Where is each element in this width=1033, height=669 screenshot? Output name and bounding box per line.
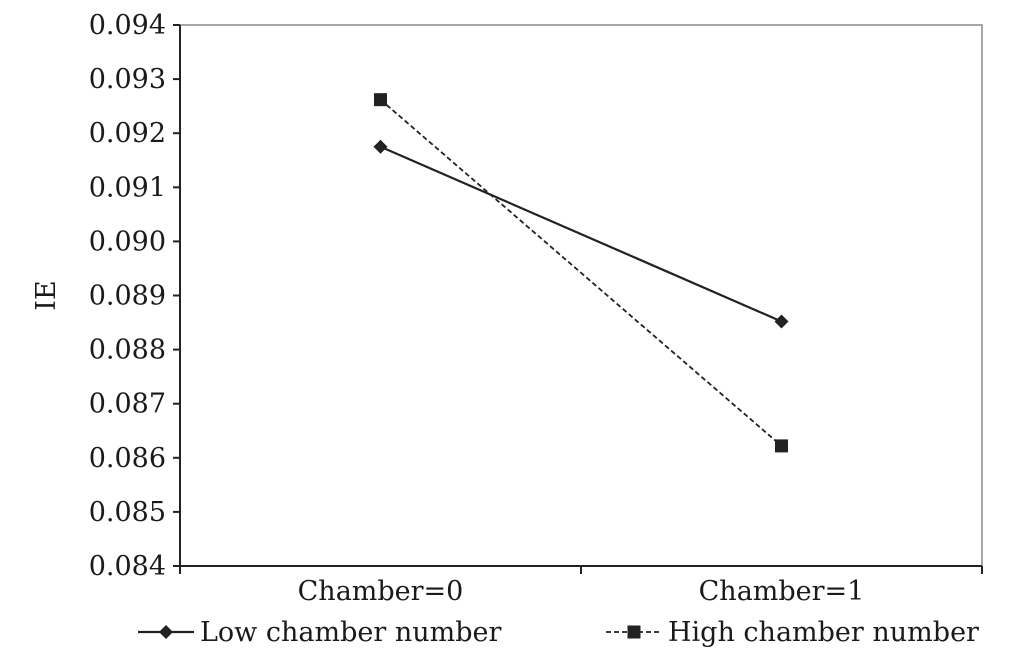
y-tick-label: 0.085 [89,497,166,528]
y-tick-label: 0.091 [89,172,166,203]
y-tick-label: 0.094 [89,10,166,41]
y-axis-label: IE [31,280,62,310]
data-point [373,139,388,154]
x-tick-label: Chamber=1 [699,576,865,607]
x-axis-ticks: Chamber=0 Chamber=1 [179,566,983,607]
legend-item: Low chamber number [138,617,501,648]
series-high-chamber-number [374,93,788,453]
legend: Low chamber number High chamber number [138,617,979,648]
x-tick-label: Chamber=0 [298,576,464,607]
y-tick-label: 0.090 [89,226,166,257]
plot-area-border [179,24,983,567]
data-point [774,314,789,329]
legend-label: Low chamber number [200,617,501,648]
series-low-chamber-number [373,139,789,329]
legend-marker [159,625,173,639]
legend-marker [627,625,641,639]
series-layer [373,93,789,453]
y-tick-label: 0.086 [89,443,166,474]
data-point [374,93,387,107]
y-axis-ticks: 0.084 0.085 0.086 0.087 0.088 0.089 0.090 0.091… [89,10,180,582]
y-tick-label: 0.093 [89,64,166,95]
y-tick-label: 0.087 [89,389,166,420]
legend-item: High chamber number [606,617,979,648]
y-tick-label: 0.092 [89,118,166,149]
y-tick-label: 0.089 [89,281,166,312]
legend-label: High chamber number [668,617,979,648]
series-line [379,98,783,447]
y-tick-label: 0.084 [89,551,166,582]
series-line [380,145,782,323]
y-tick-label: 0.088 [89,335,166,366]
data-point [775,439,788,453]
plot-frame [179,24,983,567]
